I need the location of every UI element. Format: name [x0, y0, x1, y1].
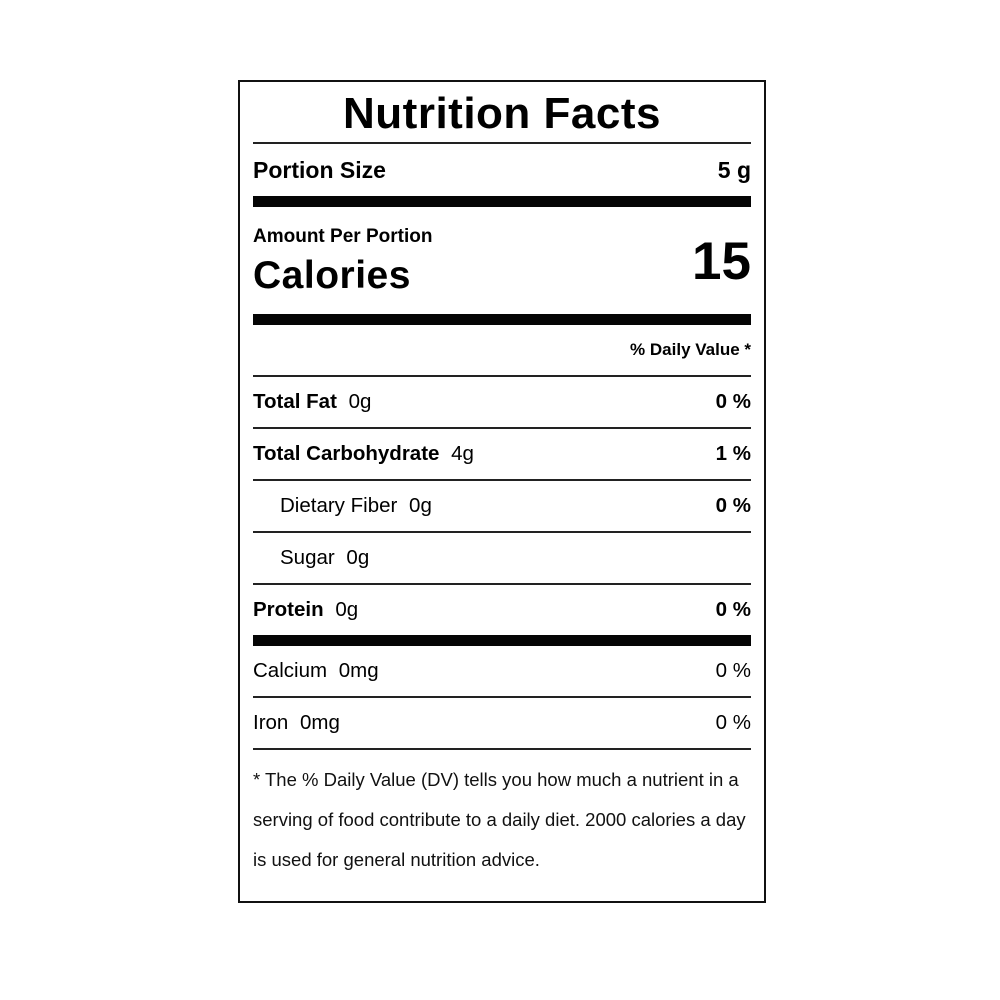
nutrient-row-protein: Protein 0g 0 %: [253, 585, 751, 635]
amount-per-portion-label: Amount Per Portion: [253, 226, 433, 247]
footnote-text: * The % Daily Value (DV) tells you how m…: [253, 769, 746, 870]
nutrient-row-total-fat: Total Fat 0g 0 %: [253, 377, 751, 427]
portion-size-row: Portion Size 5 g: [253, 144, 751, 196]
nutrient-daily-value: 0 %: [715, 598, 751, 621]
row-divider: [253, 748, 751, 750]
title-divider: [253, 142, 751, 144]
thick-divider-protein: [253, 635, 751, 646]
nutrient-name-amount: Iron 0mg: [253, 711, 340, 735]
calories-block: Amount Per Portion Calories 15: [253, 207, 751, 314]
row-divider: [253, 427, 751, 429]
row-divider: [253, 531, 751, 533]
calories-value: 15: [692, 232, 751, 291]
nutrient-name-amount: Calcium 0mg: [253, 659, 379, 683]
nutrient-name-amount: Protein 0g: [253, 598, 358, 622]
daily-value-header: % Daily Value *: [630, 340, 751, 359]
portion-size-label: Portion Size: [253, 156, 386, 183]
row-divider: [253, 479, 751, 481]
nutrient-daily-value: 0 %: [715, 711, 751, 734]
nutrient-row-calcium: Calcium 0mg 0 %: [253, 646, 751, 696]
nutrient-name-amount: Total Carbohydrate 4g: [253, 442, 474, 466]
thick-divider-calories: [253, 314, 751, 325]
nutrient-name: Protein: [253, 598, 324, 621]
nutrient-name: Calcium: [253, 659, 328, 682]
nutrient-amount: 0g: [346, 546, 370, 569]
nutrient-amount: 0g: [409, 494, 432, 517]
thick-divider-top: [253, 196, 751, 207]
nutrient-name-amount: Sugar 0g: [253, 546, 369, 570]
nutrient-daily-value: 1 %: [715, 442, 751, 465]
nutrient-name-amount: Dietary Fiber 0g: [253, 494, 432, 518]
nutrition-facts-label: Nutrition Facts Portion Size 5 g Amount …: [238, 80, 766, 903]
nutrient-daily-value: 0 %: [715, 390, 751, 413]
nutrient-row-iron: Iron 0mg 0 %: [253, 698, 751, 748]
nutrient-amount: 0mg: [338, 659, 379, 682]
portion-size-value: 5 g: [717, 156, 751, 183]
nutrient-row-total-carbohydrate: Total Carbohydrate 4g 1 %: [253, 429, 751, 479]
nutrient-name: Sugar: [280, 546, 335, 569]
nutrient-name: Total Carbohydrate: [253, 442, 440, 465]
nutrient-name: Dietary Fiber: [280, 494, 398, 517]
nutrient-name: Total Fat: [253, 390, 337, 413]
nutrient-amount: 0g: [348, 390, 372, 413]
nutrient-amount: 4g: [451, 442, 474, 465]
row-divider: [253, 583, 751, 585]
label-title: Nutrition Facts: [343, 89, 661, 138]
nutrient-row-dietary-fiber: Dietary Fiber 0g 0 %: [253, 481, 751, 531]
calories-label: Calories: [253, 254, 411, 297]
nutrient-row-sugar: Sugar 0g: [253, 533, 751, 583]
nutrient-daily-value: 0 %: [715, 494, 751, 517]
row-divider: [253, 375, 751, 377]
nutrient-amount: 0g: [335, 598, 359, 621]
nutrient-daily-value: 0 %: [715, 659, 751, 682]
calories-left-column: Amount Per Portion Calories: [253, 207, 432, 314]
row-divider: [253, 696, 751, 698]
nutrient-name-amount: Total Fat 0g: [253, 390, 371, 414]
nutrient-name: Iron: [253, 711, 289, 734]
nutrient-amount: 0mg: [300, 711, 340, 734]
